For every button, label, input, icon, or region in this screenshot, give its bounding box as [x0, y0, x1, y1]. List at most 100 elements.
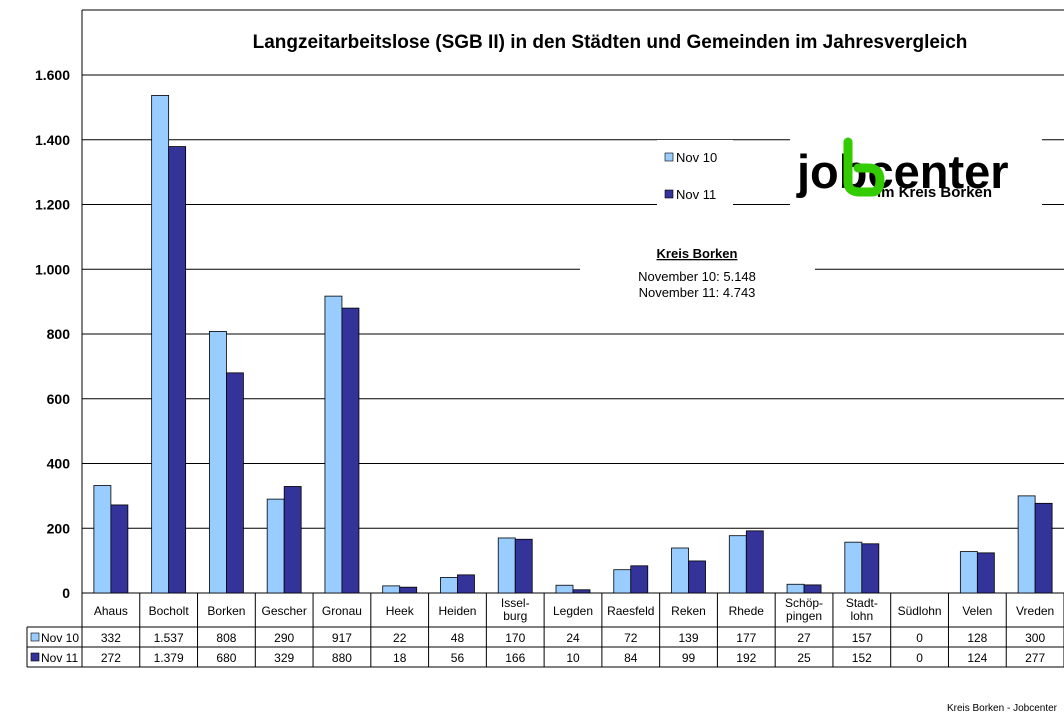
table-cell: 1.379 [154, 651, 184, 665]
table-cell: 166 [505, 651, 525, 665]
category-label: Gronau [322, 604, 362, 618]
annotation-heading: Kreis Borken [657, 246, 738, 261]
bar-nov-10 [671, 547, 689, 594]
table-cell: 170 [505, 631, 525, 645]
table-cell: 0 [916, 631, 923, 645]
table-cell: 192 [736, 651, 756, 665]
bar-nov-11 [341, 307, 360, 594]
category-label: Rhede [729, 604, 765, 618]
legend-background [657, 140, 733, 214]
y-tick-label: 400 [47, 456, 71, 472]
bar-nov-11 [168, 146, 187, 594]
y-tick-label: 1.200 [35, 197, 70, 213]
bar-nov-10 [786, 583, 805, 594]
y-tick-label: 1.000 [35, 261, 70, 277]
category-label: Reken [671, 604, 706, 618]
legend-swatch-nov10 [664, 152, 674, 162]
category-label: lohn [850, 609, 873, 623]
bar-nov-11 [457, 574, 475, 594]
table-cell: 917 [332, 631, 352, 645]
footer-credit: Kreis Borken - Jobcenter [947, 703, 1058, 714]
bar-nov-11 [745, 530, 764, 594]
y-axis-ticks: 0 200 400 600 800 1.000 1.200 1.400 1.600 [35, 67, 70, 601]
table-cell: 128 [967, 631, 987, 645]
bar-nov-11 [514, 538, 533, 594]
table-cell: 48 [451, 631, 465, 645]
bar-nov-11 [226, 372, 244, 594]
category-label: Heek [386, 604, 415, 618]
y-tick-label: 1.400 [35, 132, 70, 148]
jobcenter-logo: jobcenter im Kreis Borken [790, 135, 1042, 210]
table-cell: 277 [1025, 651, 1045, 665]
table-cell: 72 [624, 631, 638, 645]
legend-label-nov11: Nov 11 [676, 187, 716, 202]
bar-nov-11 [688, 560, 706, 594]
bar-nov-10 [728, 535, 747, 594]
table-cell: 152 [852, 651, 872, 665]
table-cell: 272 [101, 651, 121, 665]
table-cell: 157 [852, 631, 872, 645]
table-cell: 99 [682, 651, 696, 665]
data-table: Ahaus Bocholt Borken Gescher Gronau Heek Heide… [26, 593, 1064, 668]
category-label: Heiden [438, 604, 476, 618]
y-tick-label: 600 [47, 391, 71, 407]
table-cell: 680 [216, 651, 236, 665]
bar-nov-11 [110, 504, 129, 594]
logo-wordmark: jobcenter [796, 145, 1009, 198]
logo-tagline: im Kreis Borken [877, 184, 992, 201]
bar-nov-10 [1017, 495, 1036, 594]
table-cell: 808 [216, 631, 236, 645]
bar-nov-11 [630, 565, 649, 594]
table-legend-key [30, 652, 40, 662]
annotation-line-2: November 11: 4.743 [639, 285, 756, 300]
table-cell: 300 [1025, 631, 1045, 645]
category-label: Raesfeld [607, 604, 654, 618]
category-label: Südlohn [898, 604, 942, 618]
bar-nov-10 [613, 569, 632, 594]
bar-nov-11 [861, 543, 880, 594]
category-label: Ahaus [94, 604, 128, 618]
logo-background [790, 135, 1042, 210]
logo-accent-mark [843, 137, 885, 197]
bar-nov-11 [976, 552, 995, 594]
table-cell: 329 [274, 651, 294, 665]
y-tick-label: 200 [47, 520, 71, 536]
category-label: Schöp- [785, 596, 823, 610]
annotation-box: Kreis Borken November 10: 5.148 November… [580, 240, 815, 308]
table-series-name: Nov 10 [41, 631, 79, 645]
table-cell: 84 [624, 651, 638, 665]
table-cell: 124 [967, 651, 987, 665]
table-series-name: Nov 11 [41, 651, 78, 665]
table-cell: 22 [393, 631, 407, 645]
y-tick-label: 800 [47, 326, 71, 342]
table-cell: 332 [101, 631, 121, 645]
plot-border [81, 9, 1064, 593]
table-cell: 1.537 [154, 631, 184, 645]
table-cell: 27 [797, 631, 811, 645]
table-cell: 290 [274, 631, 294, 645]
category-label: pingen [786, 609, 822, 623]
bar-nov-11 [803, 584, 822, 594]
table-cell: 177 [736, 631, 756, 645]
table-legend-key [30, 632, 40, 642]
table-cell: 25 [797, 651, 811, 665]
category-label: Borken [207, 604, 245, 618]
table-cell: 0 [916, 651, 923, 665]
table-cell: 139 [679, 631, 699, 645]
y-tick-label: 0 [62, 585, 70, 601]
legend-swatch-nov11 [664, 189, 674, 199]
category-label: Velen [962, 604, 992, 618]
table-cell: 10 [566, 651, 580, 665]
bar-nov-10 [959, 551, 978, 594]
annotation-background [580, 240, 815, 308]
category-label: Gescher [261, 604, 306, 618]
category-label: Bocholt [149, 604, 190, 618]
table-cell: 24 [566, 631, 580, 645]
annotation-line-1: November 10: 5.148 [638, 269, 756, 284]
bar-nov-10 [440, 577, 458, 594]
table-cell: 56 [451, 651, 465, 665]
bar-nov-10 [209, 331, 227, 594]
legend: Nov 10 Nov 11 [657, 140, 733, 214]
bar-nov-10 [266, 498, 285, 594]
